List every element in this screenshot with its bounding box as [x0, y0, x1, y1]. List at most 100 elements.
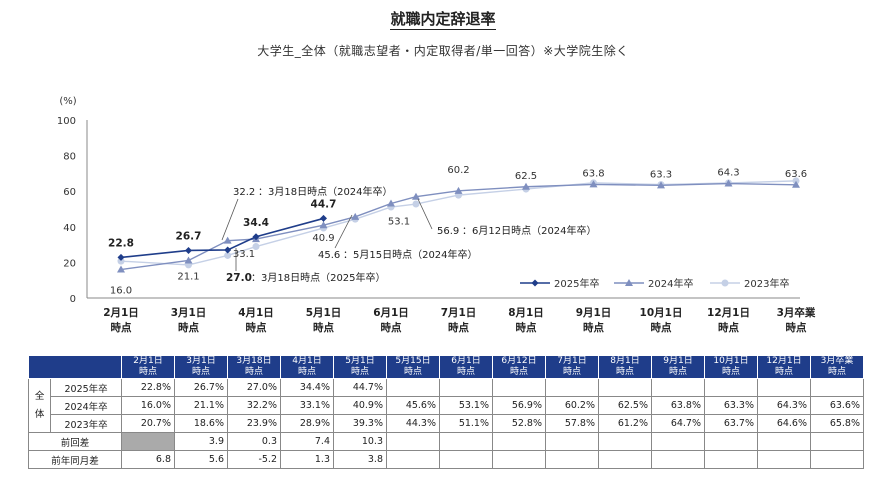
table-cell: 5.6 [174, 450, 228, 469]
table-row-label: 2024年卒 [50, 396, 122, 415]
series-point [412, 200, 420, 208]
series-point [184, 256, 193, 264]
annotation-value: 56.9 [437, 226, 459, 237]
table-corner [28, 355, 122, 379]
table-cell: 26.7% [174, 378, 228, 397]
table-cell [704, 432, 758, 451]
chart-title: 就職内定辞退率 [390, 10, 496, 30]
data-table: 2月1日 時点 3月1日 時点 3月18日 時点 4月1日 時点 5月1日 時点 5月15日 時点 6月… [27, 355, 864, 469]
data-label-2024: 53.1 [388, 216, 410, 227]
table-row-label: 2025年卒 [50, 378, 122, 397]
data-label-2024: 63.6 [785, 169, 807, 180]
table-cell [386, 432, 440, 451]
table-row: 前回差 3.9 0.3 7.4 10.3 [28, 432, 864, 451]
data-label-2024: 63.8 [582, 168, 604, 179]
table-cell: 7.4 [280, 432, 334, 451]
table-cell: 1.3 [280, 450, 334, 469]
series-point [589, 180, 598, 188]
table-cell: 63.7% [704, 414, 758, 433]
table-side-label: 全体 [27, 378, 52, 433]
table-cell [757, 450, 811, 469]
table-cell [757, 432, 811, 451]
table-cell: 45.6% [386, 396, 440, 415]
table-cell [651, 432, 705, 451]
x-tick-label: 9月1日 [576, 307, 612, 319]
x-tick-label: 3月卒業 [777, 306, 816, 319]
data-label-2024: 16.0 [110, 286, 132, 297]
table-cell [439, 378, 493, 397]
data-label-2025: 22.8 [108, 237, 134, 249]
series-point [724, 179, 733, 187]
series-point [319, 221, 328, 229]
table-cell [757, 378, 811, 397]
table-header: 3月卒業 時点 [810, 355, 864, 379]
table-cell: 16.0% [121, 396, 175, 415]
y-tick-label: 80 [63, 152, 76, 163]
table-cell [439, 432, 493, 451]
series-point [117, 257, 125, 265]
annotation-text: ：3月18日時点（2024年卒） [258, 185, 393, 198]
table-cell: 52.8% [492, 414, 546, 433]
annotation-text: ：5月15日時点（2024年卒） [343, 248, 478, 261]
table-cell: 28.9% [280, 414, 334, 433]
series-point [454, 186, 463, 194]
y-tick-label: 100 [57, 116, 76, 127]
x-tick-label: 時点 [178, 321, 199, 334]
table-row-label: 2023年卒 [50, 414, 122, 433]
series-point [387, 199, 395, 207]
table-header: 7月1日 時点 [545, 355, 599, 379]
table-cell: 20.7% [121, 414, 175, 433]
table-cell: 21.1% [174, 396, 228, 415]
y-tick-label: 60 [63, 187, 76, 198]
table-cell: -5.2 [227, 450, 281, 469]
series-point [351, 212, 360, 220]
table-cell: 51.1% [439, 414, 493, 433]
table-cell [492, 378, 546, 397]
legend-marker [625, 279, 633, 286]
table-cell: 64.7% [651, 414, 705, 433]
table-cell: 44.7% [333, 378, 387, 397]
table-cell: 57.8% [545, 414, 599, 433]
data-label-2024: 40.9 [312, 233, 334, 244]
table-cell [704, 450, 758, 469]
table-cell [651, 378, 705, 397]
table-header: 4月1日 時点 [280, 355, 334, 379]
series-point [224, 246, 232, 254]
series-line-2025年卒 [120, 217, 324, 259]
data-label-2024: 62.5 [515, 171, 537, 182]
table-header: 2月1日 時点 [121, 355, 175, 379]
y-axis-unit: (%) [59, 96, 76, 107]
series-point [657, 181, 665, 189]
series-point [224, 251, 232, 259]
table-cell: 63.8% [651, 396, 705, 415]
data-label-2024: 64.3 [717, 168, 739, 179]
x-tick-label: 時点 [718, 321, 739, 334]
table-cell: 40.9% [333, 396, 387, 415]
table-cell: 23.9% [227, 414, 281, 433]
annotation-text: ：6月12日時点（2024年卒） [462, 224, 597, 237]
table-header: 8月1日 時点 [598, 355, 652, 379]
table-row-label: 前回差 [28, 432, 122, 451]
x-tick-label: 10月1日 [640, 307, 683, 319]
x-tick-label: 12月1日 [707, 307, 750, 319]
data-label-2024: 63.3 [650, 169, 672, 180]
table-cell [810, 432, 864, 451]
table-cell: 27.0% [227, 378, 281, 397]
data-label-2024: 60.2 [447, 165, 469, 176]
data-label-2025: 34.4 [243, 217, 269, 229]
table-cell: 0.3 [227, 432, 281, 451]
table-row: 全体 2025年卒 22.8% 26.7% 27.0% 34.4% 44.7% [27, 378, 864, 433]
table-row: 2024年卒 16.0% 21.1% 32.2% 33.1% 40.9% 45.6% 53.1… [29, 396, 864, 415]
table-cell [598, 378, 652, 397]
x-tick-label: 5月1日 [306, 307, 342, 319]
table-cell [386, 450, 440, 469]
series-point [320, 214, 327, 222]
annotation-text: ：3月18日時点（2025年卒） [251, 271, 386, 284]
legend-label: 2025年卒 [554, 277, 599, 290]
series-point [411, 192, 420, 200]
table-cell [492, 450, 546, 469]
table-cell: 44.3% [386, 414, 440, 433]
annotation-leader [334, 214, 353, 249]
table-cell [545, 378, 599, 397]
